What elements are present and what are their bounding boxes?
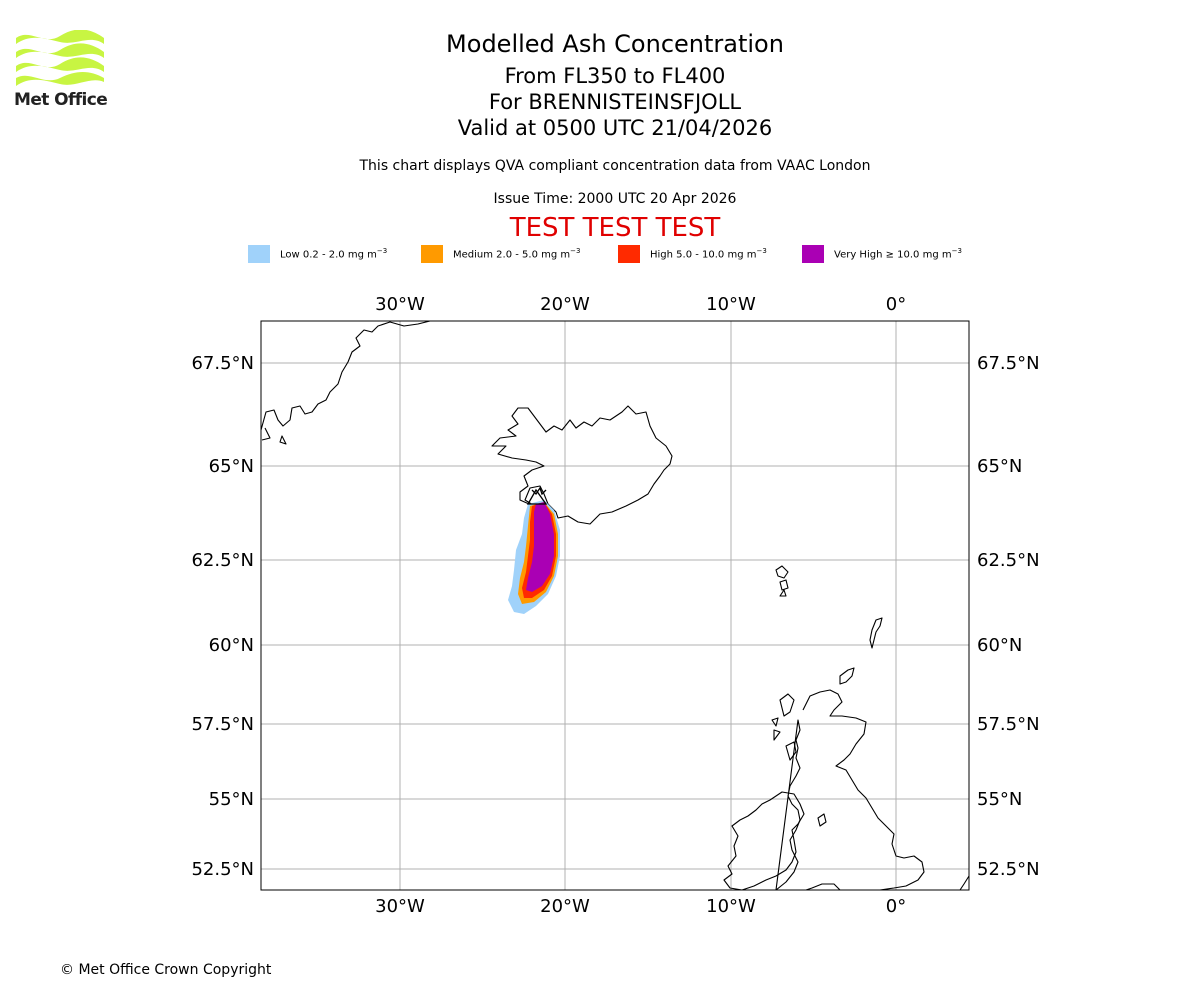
lon-label-top-30w: 30°W: [375, 294, 425, 315]
lat-label-left-67-5: 67.5°N: [191, 353, 254, 374]
hebrides: [771, 693, 797, 761]
map-svg: 30°W 20°W 10°W 0° 30°W 20°W 10°W 0° 67.5…: [191, 294, 1040, 917]
lon-label-bottom-30w: 30°W: [375, 896, 425, 917]
lat-label-left-57-5: 57.5°N: [191, 714, 254, 735]
lon-label-top-10w: 10°W: [706, 294, 756, 315]
legend: Low 0.2 - 2.0 mg m−3 Medium 2.0 - 5.0 mg…: [0, 244, 1200, 264]
orkney: [839, 667, 855, 685]
logo-waves-icon: [16, 30, 104, 86]
legend-item-high: High 5.0 - 10.0 mg m−3: [618, 244, 767, 264]
lat-label-left-65: 65°N: [209, 456, 254, 477]
qva-note: This chart displays QVA compliant concen…: [359, 158, 871, 174]
shetland: [869, 617, 883, 649]
lat-label-right-57-5: 57.5°N: [977, 714, 1040, 735]
greenland-coast: [261, 321, 431, 445]
lon-labels-top: 30°W 20°W 10°W 0°: [375, 294, 906, 315]
lat-label-left-62-5: 62.5°N: [191, 550, 254, 571]
gridlines: [261, 321, 969, 890]
ash-plume: [508, 500, 560, 614]
legend-label-low: Low 0.2 - 2.0 mg m−3: [280, 247, 388, 261]
lat-label-left-60: 60°N: [209, 635, 254, 656]
volcano-marker-icon: [526, 486, 548, 505]
lon-label-bottom-20w: 20°W: [540, 896, 590, 917]
lat-label-right-52-5: 52.5°N: [977, 859, 1040, 880]
lat-label-right-65: 65°N: [977, 456, 1022, 477]
lon-label-top-20w: 20°W: [540, 294, 590, 315]
lat-label-right-62-5: 62.5°N: [977, 550, 1040, 571]
issue-time: Issue Time: 2000 UTC 20 Apr 2026: [493, 191, 737, 207]
isle-of-man: [817, 813, 827, 827]
lat-labels-right: 67.5°N 65°N 62.5°N 60°N 57.5°N 55°N 52.5…: [977, 353, 1040, 880]
legend-swatch-very-high: [802, 245, 824, 263]
lon-label-top-0: 0°: [886, 294, 906, 315]
lat-label-left-52-5: 52.5°N: [191, 859, 254, 880]
lat-label-right-60: 60°N: [977, 635, 1022, 656]
legend-label-high: High 5.0 - 10.0 mg m−3: [650, 247, 767, 261]
ash-very-high: [526, 502, 554, 592]
legend-item-medium: Medium 2.0 - 5.0 mg m−3: [421, 244, 580, 264]
lat-labels-left: 67.5°N 65°N 62.5°N 60°N 57.5°N 55°N 52.5…: [191, 353, 254, 880]
legend-item-very-high: Very High ≥ 10.0 mg m−3: [802, 244, 962, 264]
legend-swatch-medium: [421, 245, 443, 263]
test-banner: TEST TEST TEST: [509, 213, 721, 243]
lon-labels-bottom: 30°W 20°W 10°W 0°: [375, 896, 906, 917]
iceland: [491, 405, 673, 525]
lat-label-right-55: 55°N: [977, 789, 1022, 810]
legend-swatch-high: [618, 245, 640, 263]
logo-text: Met Office: [14, 90, 108, 110]
lon-label-bottom-0: 0°: [886, 896, 906, 917]
chart-title: Modelled Ash Concentration: [446, 30, 784, 58]
legend-item-low: Low 0.2 - 2.0 mg m−3: [248, 244, 387, 264]
valid-time: Valid at 0500 UTC 21/04/2026: [457, 116, 773, 140]
flight-level-range: From FL350 to FL400: [504, 64, 726, 88]
legend-label-medium: Medium 2.0 - 5.0 mg m−3: [453, 247, 581, 261]
map-area: 30°W 20°W 10°W 0° 30°W 20°W 10°W 0° 67.5…: [0, 280, 1200, 920]
map-frame: [260, 320, 970, 891]
legend-swatch-low: [248, 245, 270, 263]
lat-label-left-55: 55°N: [209, 789, 254, 810]
volcano-name: For BRENNISTEINSFJOLL: [488, 90, 742, 114]
lon-label-bottom-10w: 10°W: [706, 896, 756, 917]
lat-label-right-67-5: 67.5°N: [977, 353, 1040, 374]
met-office-logo: Met Office: [14, 30, 110, 114]
faroe-islands: [775, 565, 789, 597]
great-britain: [775, 689, 925, 890]
copyright-text: © Met Office Crown Copyright: [60, 962, 272, 978]
ireland: [723, 791, 805, 890]
legend-label-very-high: Very High ≥ 10.0 mg m−3: [834, 247, 962, 261]
europe-coast: [959, 875, 969, 890]
